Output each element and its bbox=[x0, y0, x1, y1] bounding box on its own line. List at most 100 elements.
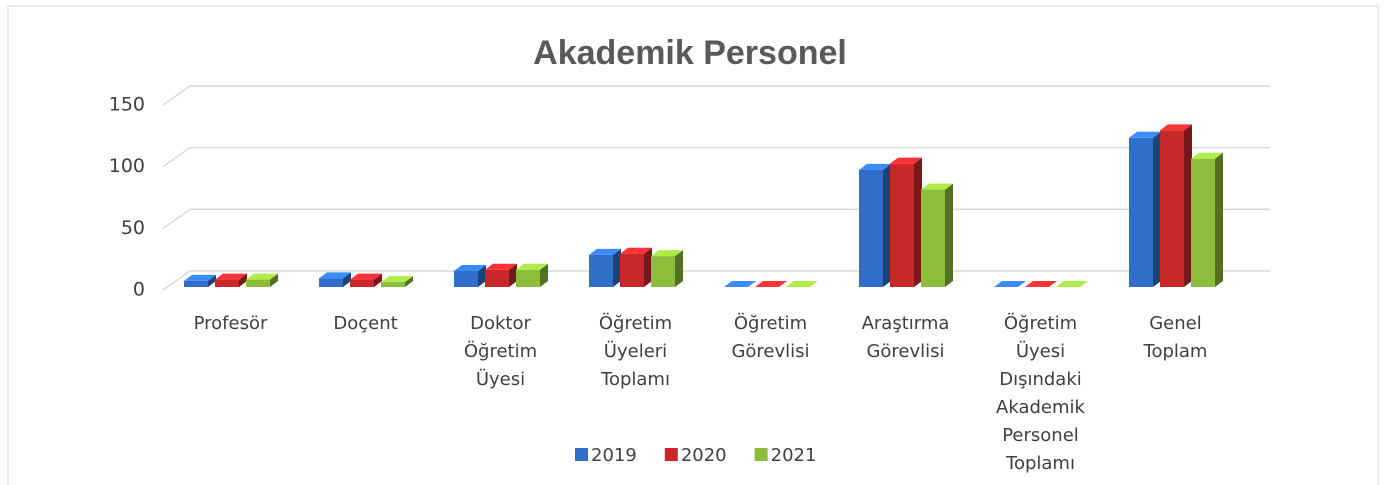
bar-face bbox=[215, 279, 239, 287]
bar-face bbox=[945, 183, 953, 287]
bar-face bbox=[350, 273, 382, 280]
bar-face bbox=[350, 279, 374, 287]
bar-face bbox=[381, 282, 405, 287]
x-tick-label: Genel Toplam bbox=[1143, 313, 1208, 362]
bar-face bbox=[184, 280, 208, 287]
bar bbox=[755, 281, 787, 287]
y-tick-label: 150 bbox=[109, 94, 145, 116]
bar-face bbox=[246, 279, 270, 287]
bar-face bbox=[883, 163, 891, 287]
legend-marker bbox=[575, 448, 588, 461]
y-tick-label: 100 bbox=[109, 155, 145, 177]
y-tick-label: 50 bbox=[121, 217, 145, 239]
bar-face bbox=[675, 250, 683, 287]
bar bbox=[381, 276, 413, 287]
bar bbox=[1191, 152, 1223, 287]
bar-face bbox=[914, 157, 922, 287]
bar-face bbox=[994, 281, 1026, 287]
bar bbox=[890, 157, 922, 287]
legend-marker bbox=[664, 448, 678, 461]
bar-face bbox=[786, 281, 818, 287]
bar-face bbox=[485, 269, 509, 287]
bar-face bbox=[651, 256, 675, 287]
bar-face bbox=[1184, 124, 1192, 287]
bar-face bbox=[1215, 152, 1223, 287]
bar-face bbox=[890, 157, 922, 164]
bar bbox=[215, 273, 247, 287]
bar-face bbox=[1129, 137, 1153, 287]
bar-face bbox=[921, 183, 953, 190]
bar-face bbox=[381, 276, 413, 283]
bar bbox=[921, 183, 953, 287]
bar-face bbox=[1191, 158, 1215, 287]
legend-label: 2020 bbox=[681, 445, 727, 466]
bar-face bbox=[1153, 131, 1161, 287]
bar-face bbox=[540, 263, 548, 287]
bar-face bbox=[921, 189, 945, 287]
x-tick-label: Profesör bbox=[193, 313, 268, 334]
bar-face bbox=[1056, 281, 1088, 287]
bar-face bbox=[454, 270, 478, 287]
bar bbox=[994, 281, 1026, 287]
bar-face bbox=[620, 247, 652, 254]
bar-face bbox=[215, 273, 247, 280]
x-tick-label: Araştırma Görevlisi bbox=[861, 313, 950, 362]
x-tick-label: Doktor Öğretim Üyesi bbox=[463, 313, 538, 390]
grid-line bbox=[162, 146, 1270, 168]
bar-face bbox=[509, 263, 517, 287]
bar-face bbox=[620, 253, 644, 287]
bar-face bbox=[246, 273, 278, 280]
bar-face bbox=[859, 169, 883, 287]
bar-face bbox=[485, 263, 517, 270]
bar bbox=[246, 273, 278, 287]
x-tick-label: Doçent bbox=[333, 313, 398, 334]
bar-face bbox=[1160, 130, 1184, 287]
bar-face bbox=[184, 274, 216, 281]
bar bbox=[1160, 124, 1192, 287]
bar-face bbox=[859, 163, 891, 170]
bar-face bbox=[405, 276, 413, 287]
bar bbox=[589, 248, 621, 287]
x-tick-label: Öğretim Görevlisi bbox=[731, 313, 810, 362]
bar bbox=[1056, 281, 1088, 287]
bar bbox=[859, 163, 891, 287]
bar bbox=[724, 281, 756, 287]
bar-face bbox=[478, 264, 486, 287]
bar bbox=[184, 274, 216, 287]
bar-face bbox=[1025, 281, 1057, 287]
bar-face bbox=[374, 273, 382, 287]
chart-title: Akademik Personel bbox=[533, 34, 847, 72]
bar bbox=[1025, 281, 1057, 287]
x-tick-label: Öğretim Üyeleri Toplamı bbox=[598, 313, 673, 390]
bar bbox=[786, 281, 818, 287]
bar-face bbox=[589, 254, 613, 287]
bar bbox=[319, 272, 351, 287]
legend-label: 2021 bbox=[771, 445, 817, 466]
bar bbox=[485, 263, 517, 287]
bar bbox=[1129, 131, 1161, 287]
bar-face bbox=[319, 278, 343, 287]
bar bbox=[651, 250, 683, 287]
legend-label: 2019 bbox=[591, 445, 637, 466]
y-tick-label: 0 bbox=[133, 279, 145, 301]
bar-face bbox=[239, 273, 247, 287]
bar-face bbox=[208, 274, 216, 287]
bar-face bbox=[454, 264, 486, 271]
bar-face bbox=[613, 248, 621, 287]
bar-face bbox=[319, 272, 351, 279]
bar-face bbox=[890, 163, 914, 287]
bar-face bbox=[644, 247, 652, 287]
legend-marker bbox=[754, 448, 768, 461]
bar-face bbox=[516, 269, 540, 287]
bar-face bbox=[755, 281, 787, 287]
bar-face bbox=[651, 250, 683, 257]
bar-face bbox=[589, 248, 621, 255]
bar bbox=[516, 263, 548, 287]
bar-face bbox=[270, 273, 278, 287]
bar-face bbox=[724, 281, 756, 287]
bar-face bbox=[516, 263, 548, 270]
bar bbox=[620, 247, 652, 287]
bar bbox=[350, 273, 382, 287]
bar-face bbox=[343, 272, 351, 287]
